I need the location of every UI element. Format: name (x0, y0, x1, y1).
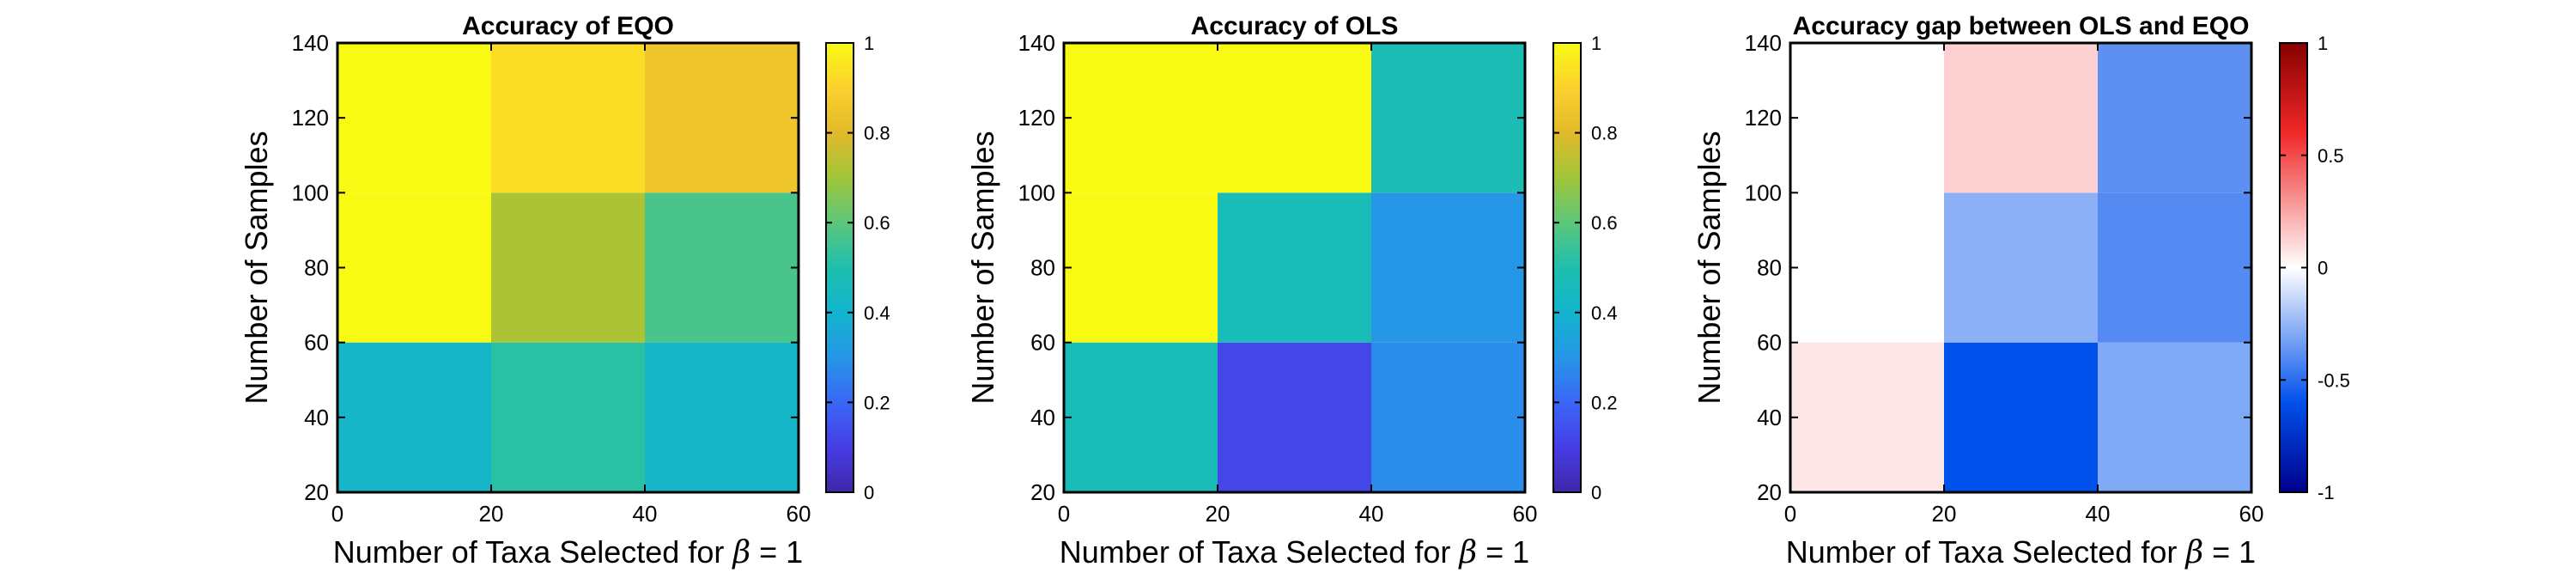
heatmap-cell (1064, 43, 1218, 193)
x-axis-label: Number of Taxa Selected for β = 1 (1786, 534, 2256, 570)
x-tick-label: 0 (1784, 501, 1796, 527)
y-tick-label: 60 (1030, 330, 1055, 356)
heatmap-cell (2098, 43, 2251, 193)
colorbar-tick-label: 0 (864, 482, 874, 503)
x-tick-label: 60 (2239, 501, 2264, 527)
y-tick-label: 80 (1030, 255, 1055, 281)
y-tick-label: 80 (304, 255, 329, 281)
x-axis-label: Number of Taxa Selected for β = 1 (333, 534, 803, 570)
y-tick-label: 140 (1745, 30, 1782, 56)
y-tick-label: 120 (1018, 105, 1055, 131)
y-tick-label: 40 (1030, 405, 1055, 430)
x-tick-label: 40 (1359, 501, 1384, 527)
y-tick-label: 20 (1757, 479, 1782, 505)
y-tick-label: 40 (304, 405, 329, 430)
heatmap-cell (491, 342, 645, 492)
heatmap-cell (337, 192, 491, 343)
heatmap-cell (645, 342, 799, 492)
y-tick-label: 20 (304, 479, 329, 505)
colorbar-frame (825, 42, 854, 493)
heatmap-cell (337, 43, 491, 193)
y-tick-label: 100 (1745, 180, 1782, 205)
heatmap-cell (1371, 43, 1525, 193)
colorbar-tick-label: 0 (2318, 258, 2328, 279)
colorbar-tick-label: 0.2 (1591, 392, 1618, 413)
heatmap-cell (1790, 43, 1944, 193)
colorbar-tick-label: 0.8 (1591, 123, 1618, 144)
heatmap-cell (645, 43, 799, 193)
y-axis-label: Number of Samples (965, 131, 1000, 404)
x-tick-label: 60 (787, 501, 811, 527)
colorbar-tick-label: 0.4 (864, 302, 890, 324)
colorbar-tick-label: 0.5 (2318, 145, 2344, 167)
x-tick-label: 20 (1932, 501, 1957, 527)
heatmap-cell (1944, 342, 2098, 492)
heatmap-cell (1371, 192, 1525, 343)
colorbar-tick-label: 0.6 (1591, 212, 1618, 234)
heatmap-cell (1218, 342, 1371, 492)
colorbar-tick-label: 1 (2318, 33, 2328, 54)
panel-title: Accuracy gap between OLS and EQO (1793, 12, 2250, 40)
heatmap-cell (1064, 192, 1218, 343)
colorbar (826, 43, 854, 492)
heatmap-cell (1944, 192, 2098, 343)
colorbar-tick-label: 1 (864, 33, 874, 54)
y-tick-label: 120 (292, 105, 329, 131)
heatmap-cell (491, 43, 645, 193)
x-tick-label: 40 (2086, 501, 2111, 527)
panel-title: Accuracy of EQO (462, 12, 674, 40)
colorbar-tick-label: 0.8 (864, 123, 890, 144)
x-tick-label: 40 (633, 501, 658, 527)
y-axis-label: Number of Samples (1692, 131, 1727, 404)
colorbar-tick-label: -0.5 (2318, 369, 2350, 391)
colorbar (1553, 43, 1581, 492)
y-tick-label: 100 (1018, 180, 1055, 205)
x-tick-label: 0 (331, 501, 343, 527)
colorbar-tick-label: 0.6 (864, 212, 890, 234)
colorbar-tick-label: 1 (1591, 33, 1601, 54)
heatmap-cell (1790, 342, 1944, 492)
x-tick-label: 20 (1206, 501, 1230, 527)
colorbar-tick-label: 0.2 (864, 392, 890, 413)
heatmap-cell (645, 192, 799, 343)
colorbar-frame (1552, 42, 1582, 493)
y-tick-label: 80 (1757, 255, 1782, 281)
colorbar-tick-label: 0 (1591, 482, 1601, 503)
x-tick-label: 60 (1513, 501, 1538, 527)
heatmap-cell (1064, 342, 1218, 492)
heatmap-cell (491, 192, 645, 343)
colorbar-tick-label: 0.4 (1591, 302, 1618, 324)
x-axis-label: Number of Taxa Selected for β = 1 (1060, 534, 1529, 570)
colorbar-tick-label: -1 (2318, 482, 2335, 503)
y-tick-label: 140 (292, 30, 329, 56)
y-tick-label: 20 (1030, 479, 1055, 505)
y-tick-label: 140 (1018, 30, 1055, 56)
heatmap-cell (1790, 192, 1944, 343)
heatmap-cell (2098, 192, 2251, 343)
y-tick-label: 60 (304, 330, 329, 356)
heatmap-cell (1371, 342, 1525, 492)
y-tick-label: 100 (292, 180, 329, 205)
x-tick-label: 20 (479, 501, 504, 527)
heatmap-cell (2098, 342, 2251, 492)
y-axis-label: Number of Samples (239, 131, 274, 404)
x-tick-label: 0 (1058, 501, 1070, 527)
heatmap-cell (1944, 43, 2098, 193)
heatmap-cell (1218, 43, 1371, 193)
y-tick-label: 40 (1757, 405, 1782, 430)
y-tick-label: 60 (1757, 330, 1782, 356)
panel-title: Accuracy of OLS (1191, 12, 1399, 40)
heatmap-cell (1218, 192, 1371, 343)
heatmap-cell (337, 342, 491, 492)
y-tick-label: 120 (1745, 105, 1782, 131)
